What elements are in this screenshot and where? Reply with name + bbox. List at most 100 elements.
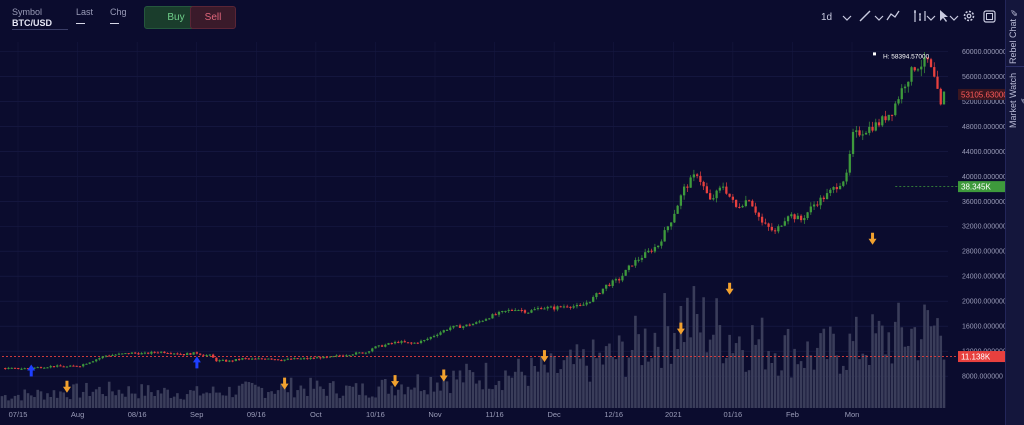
candle-body <box>302 358 306 360</box>
candle-body <box>296 358 299 360</box>
side-tab-rebel-chat[interactable]: Rebel Chat ✎ <box>1008 6 1018 64</box>
volume-bar <box>718 325 722 408</box>
volume-bar <box>650 358 653 408</box>
candle-body <box>747 200 751 202</box>
chevron-down-icon[interactable] <box>842 14 852 22</box>
candle-body <box>877 122 881 126</box>
side-tab-market-watch[interactable]: Market Watch ✎ <box>1008 72 1024 128</box>
candle-body <box>390 343 393 345</box>
candle-body <box>364 352 367 354</box>
volume-bar <box>309 377 312 408</box>
volume-bar <box>215 392 218 408</box>
volume-bar <box>296 390 299 408</box>
volume-bar <box>864 355 868 408</box>
volume-bar <box>919 339 923 408</box>
indicator-icon[interactable] <box>912 8 928 24</box>
candle-body <box>816 204 819 206</box>
candle-body <box>842 181 845 186</box>
candle-body <box>543 308 546 310</box>
volume-bar <box>257 386 260 408</box>
candle-body <box>712 198 715 200</box>
candle-body <box>56 365 59 367</box>
candle-body <box>345 355 348 357</box>
candle-body <box>17 367 20 370</box>
candle-body <box>156 352 160 354</box>
volume-bar <box>598 352 601 408</box>
line-tool-icon[interactable] <box>858 9 872 23</box>
volume-bar <box>341 395 345 408</box>
volume-bar <box>497 380 501 408</box>
price-chart[interactable]: 8000.00000012000.00000016000.00000020000… <box>0 34 1005 425</box>
gear-icon[interactable] <box>962 9 976 23</box>
volume-bar <box>526 385 530 408</box>
candle-body <box>786 216 790 222</box>
candle-body <box>449 327 452 330</box>
volume-bar <box>630 349 634 408</box>
candle-body <box>224 359 228 362</box>
volume-bar <box>107 381 111 408</box>
candle-body <box>289 358 293 360</box>
candle-body <box>384 344 387 347</box>
candle-body <box>699 175 702 182</box>
candle-body <box>465 324 468 327</box>
candle-body <box>371 348 374 352</box>
candle-body <box>52 366 56 368</box>
volume-bar <box>738 336 741 408</box>
volume-bar <box>185 394 189 408</box>
chart-grid <box>0 42 948 398</box>
candle-body <box>812 204 816 207</box>
volume-bar <box>591 339 595 408</box>
fullscreen-icon[interactable] <box>983 10 996 23</box>
price-levels <box>2 186 960 357</box>
candle-body <box>744 200 747 207</box>
volume-bar <box>94 389 98 408</box>
volume-bar <box>572 364 575 408</box>
arrow-down-icon <box>391 375 400 388</box>
candle-body <box>913 67 916 71</box>
volume-bar <box>624 376 627 408</box>
chevron-down-icon[interactable] <box>926 14 936 22</box>
volume-bar <box>764 369 767 408</box>
candle-body <box>695 174 699 176</box>
volume-bar <box>939 335 943 408</box>
volume-bar <box>910 328 913 408</box>
candle-body <box>533 309 536 311</box>
candle-body <box>351 354 354 356</box>
interval-select[interactable]: 1d <box>821 12 833 23</box>
volume-bar <box>770 362 774 408</box>
candle-body <box>527 312 530 314</box>
volume-bar <box>387 393 390 408</box>
chevron-down-icon[interactable] <box>874 14 884 22</box>
volume-bar <box>33 397 36 408</box>
volume-bar <box>588 381 592 408</box>
candle-body <box>644 252 647 258</box>
chevron-down-icon[interactable] <box>949 14 959 22</box>
candle-body <box>59 365 62 367</box>
candle-body <box>101 356 104 359</box>
volume-bar <box>796 364 800 408</box>
volume-bar <box>487 388 491 408</box>
volume-bar <box>507 375 511 408</box>
volume-bar <box>374 397 377 408</box>
chg-value: — <box>110 18 119 28</box>
candle-body <box>562 306 566 308</box>
volume-bar <box>228 386 231 408</box>
candle-body <box>299 358 302 360</box>
candle-body <box>361 352 364 354</box>
volume-bar <box>286 392 290 408</box>
candle-body <box>273 359 276 361</box>
candle-body <box>254 358 257 360</box>
volume-bar <box>426 394 429 408</box>
sell-button[interactable]: Sell <box>190 6 236 29</box>
candle-body <box>199 353 202 355</box>
candle-body <box>283 359 286 361</box>
volume-bar <box>315 380 319 408</box>
trend-tool-icon[interactable] <box>886 9 900 23</box>
symbol-value[interactable]: BTC/USD <box>12 18 52 28</box>
volume-bar <box>78 397 82 408</box>
candle-body <box>494 314 497 316</box>
cursor-icon[interactable] <box>938 9 950 23</box>
volume-bar <box>595 358 598 408</box>
candle-body <box>507 309 510 311</box>
candle-body <box>585 302 588 305</box>
